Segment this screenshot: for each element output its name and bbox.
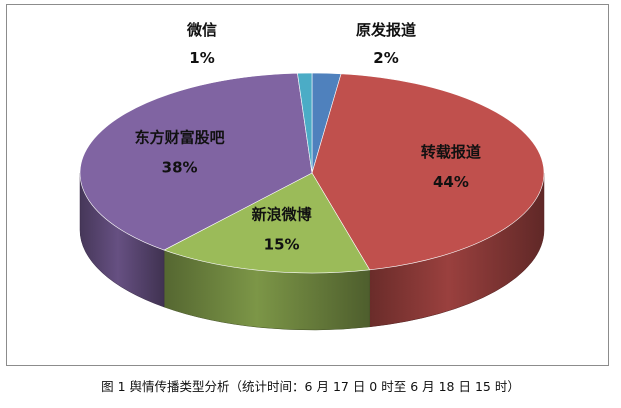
- slice-name-label: 微信: [186, 21, 217, 39]
- label-slice-2: 新浪微博 15%: [252, 206, 312, 254]
- slice-name-label: 新浪微博: [252, 206, 312, 224]
- slice-name-label: 东方财富股吧: [135, 128, 225, 146]
- slice-value-label: 15%: [264, 236, 300, 254]
- pie-slice-3: [79, 72, 313, 251]
- slice-name-label: 转载报道: [421, 143, 481, 161]
- figure-caption: 图 1 舆情传播类型分析（统计时间：6 月 17 日 0 时至 6 月 18 日…: [101, 379, 520, 394]
- slice-value-label: 1%: [189, 49, 214, 67]
- slice-value-label: 44%: [433, 173, 469, 191]
- pie-labels: 原发报道 2% 转载报道 44% 新浪微博 15% 东方财富股吧 38% 微信 1%: [135, 21, 481, 254]
- label-slice-3: 东方财富股吧 38%: [135, 128, 225, 176]
- label-slice-1: 转载报道 44%: [421, 143, 481, 191]
- pie-chart: 原发报道 2% 转载报道 44% 新浪微博 15% 东方财富股吧 38% 微信 1%: [79, 21, 545, 331]
- pie-tops: [79, 72, 545, 274]
- pie-slice-2: [163, 172, 371, 274]
- label-slice-0: 原发报道 2%: [356, 21, 416, 67]
- chart-frame: 原发报道 2% 转载报道 44% 新浪微博 15% 东方财富股吧 38% 微信 1%: [6, 4, 609, 366]
- slice-name-label: 原发报道: [356, 21, 416, 39]
- label-slice-4: 微信 1%: [186, 21, 217, 67]
- slice-value-label: 2%: [373, 49, 398, 67]
- pie-slice-1: [311, 73, 545, 271]
- slice-value-label: 38%: [162, 158, 198, 176]
- pie-slice-4: [297, 72, 313, 174]
